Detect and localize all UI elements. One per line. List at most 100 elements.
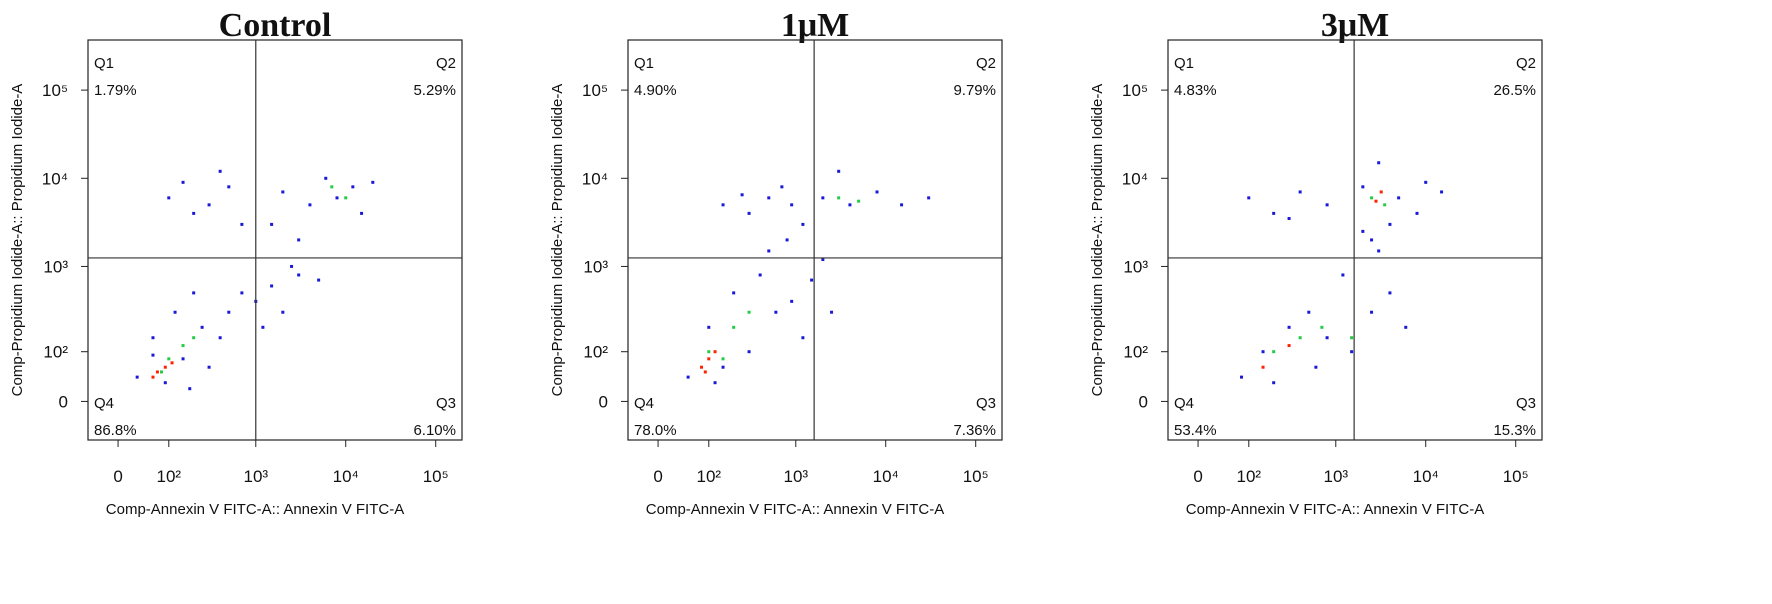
event-dot (281, 190, 285, 194)
event-dot (1307, 310, 1311, 314)
event-dot (1287, 216, 1291, 220)
event-dot (188, 387, 192, 391)
event-dot (192, 291, 196, 295)
event-dot (721, 365, 725, 369)
event-dot (821, 257, 825, 261)
event-dot (732, 325, 736, 329)
event-dot (1440, 190, 1444, 194)
event-dot (135, 375, 139, 379)
event-dot (218, 169, 222, 173)
event-dot (801, 336, 805, 340)
event-dot (261, 325, 265, 329)
event-dot (270, 284, 274, 288)
event-dot (351, 185, 355, 189)
event-dot (1350, 336, 1354, 340)
quadrant-percent: 26.5% (1493, 82, 1536, 99)
event-dot (1287, 325, 1291, 329)
event-dot (1377, 161, 1381, 165)
event-dot (747, 211, 751, 215)
event-dot (1404, 325, 1408, 329)
event-dot (1247, 196, 1251, 200)
event-dot (1272, 381, 1276, 385)
y-tick-label: 10² (583, 343, 608, 362)
event-dot (713, 350, 717, 354)
event-dot (700, 365, 704, 369)
event-dot (1320, 325, 1324, 329)
event-dot (801, 222, 805, 226)
quadrant-name: Q3 (436, 395, 456, 412)
x-tick-label: 0 (1193, 467, 1202, 486)
x-tick-label: 10⁴ (873, 467, 899, 486)
x-tick-label: 10³ (783, 467, 808, 486)
x-tick-label: 10⁴ (1413, 467, 1439, 486)
event-dot (297, 273, 301, 277)
event-dot (297, 238, 301, 242)
event-dot (900, 203, 904, 207)
y-tick-label: 10³ (43, 257, 68, 276)
y-tick-label: 10³ (583, 257, 608, 276)
event-dot (151, 353, 155, 357)
event-dot (192, 211, 196, 215)
event-dot (1341, 273, 1345, 277)
quadrant-percent: 9.79% (953, 82, 996, 99)
event-dot (167, 196, 171, 200)
event-dot (1370, 196, 1374, 200)
quadrant-name: Q4 (634, 395, 654, 412)
event-dot (181, 357, 185, 361)
event-dot (780, 185, 784, 189)
quadrant-name: Q1 (94, 55, 114, 72)
y-tick-label: 10² (1123, 343, 1148, 362)
quadrant-name: Q3 (976, 395, 996, 412)
x-tick-label: 10² (697, 467, 722, 486)
event-dot (1325, 336, 1329, 340)
event-dot (173, 310, 177, 314)
event-dot (181, 180, 185, 184)
x-tick-label: 0 (653, 467, 662, 486)
event-dot (151, 336, 155, 340)
event-dot (732, 291, 736, 295)
y-tick-label: 10⁵ (1122, 81, 1148, 100)
y-tick-label: 10⁴ (1122, 169, 1148, 188)
event-dot (360, 211, 364, 215)
event-dot (1361, 229, 1365, 233)
x-tick-label: 10⁴ (333, 467, 359, 486)
event-dot (151, 375, 155, 379)
y-tick-label: 0 (1139, 392, 1148, 411)
quadrant-name: Q1 (1174, 55, 1194, 72)
event-dot (330, 185, 334, 189)
event-dot (1272, 350, 1276, 354)
event-dot (181, 344, 185, 348)
event-dot (200, 325, 204, 329)
event-dot (324, 176, 328, 180)
quadrant-percent: 78.0% (634, 422, 677, 439)
event-dot (1314, 365, 1318, 369)
x-tick-label: 10² (157, 467, 182, 486)
event-dot (160, 370, 164, 374)
event-dot (1374, 199, 1378, 203)
event-dot (703, 370, 707, 374)
event-dot (308, 203, 312, 207)
event-dot (1350, 350, 1354, 354)
event-dot (747, 310, 751, 314)
plot-frame (627, 39, 1003, 441)
event-dot (707, 357, 711, 361)
y-tick-label: 10⁴ (582, 169, 608, 188)
event-dot (270, 222, 274, 226)
quadrant-percent: 1.79% (94, 82, 137, 99)
event-dot (774, 310, 778, 314)
event-dot (821, 196, 825, 200)
event-dot (1261, 350, 1265, 354)
event-dot (207, 365, 211, 369)
x-axis-label: Comp-Annexin V FITC-A:: Annexin V FITC-A (1186, 501, 1484, 518)
event-dot (790, 203, 794, 207)
quadrant-percent: 53.4% (1174, 422, 1217, 439)
event-dot (713, 381, 717, 385)
event-dot (1370, 238, 1374, 242)
quadrant-name: Q2 (976, 55, 996, 72)
event-dot (1370, 310, 1374, 314)
quadrant-name: Q3 (1516, 395, 1536, 412)
event-dot (1377, 249, 1381, 253)
y-tick-label: 10² (43, 343, 68, 362)
event-dot (1298, 336, 1302, 340)
event-dot (1388, 291, 1392, 295)
